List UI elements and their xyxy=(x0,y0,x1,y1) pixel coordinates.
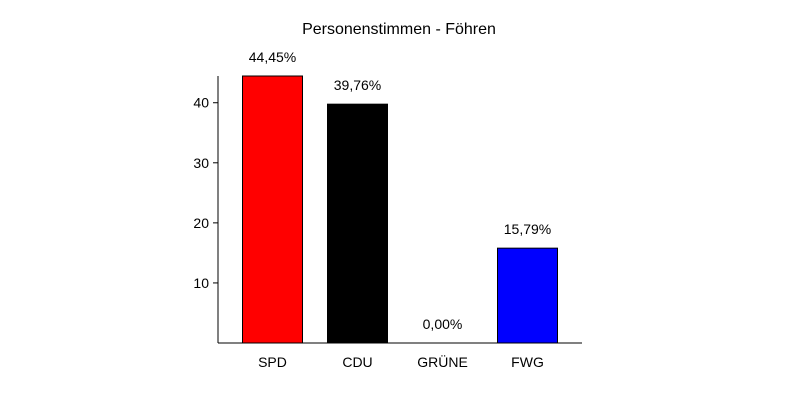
y-tick-label: 20 xyxy=(193,215,209,231)
category-label: FWG xyxy=(511,354,544,370)
category-label: CDU xyxy=(342,354,372,370)
y-tick-label: 40 xyxy=(193,95,209,111)
value-label: 15,79% xyxy=(504,221,551,237)
value-label: 39,76% xyxy=(334,77,381,93)
value-labels: 44,45% 39,76% 0,00% 15,79% xyxy=(249,49,551,332)
bar-cdu xyxy=(327,103,388,344)
bar-spd xyxy=(242,75,303,344)
bar-fwg xyxy=(497,247,558,344)
chart-title: Personenstimmen - Föhren xyxy=(302,21,496,38)
y-axis: 10 20 30 40 xyxy=(193,76,219,343)
bars xyxy=(242,75,558,344)
y-tick-label: 10 xyxy=(193,275,209,291)
category-labels: SPD CDU GRÜNE FWG xyxy=(258,353,544,370)
category-label: GRÜNE xyxy=(417,353,468,370)
value-label: 0,00% xyxy=(423,316,463,332)
y-tick-label: 30 xyxy=(193,155,209,171)
value-label: 44,45% xyxy=(249,49,296,65)
category-label: SPD xyxy=(258,354,287,370)
